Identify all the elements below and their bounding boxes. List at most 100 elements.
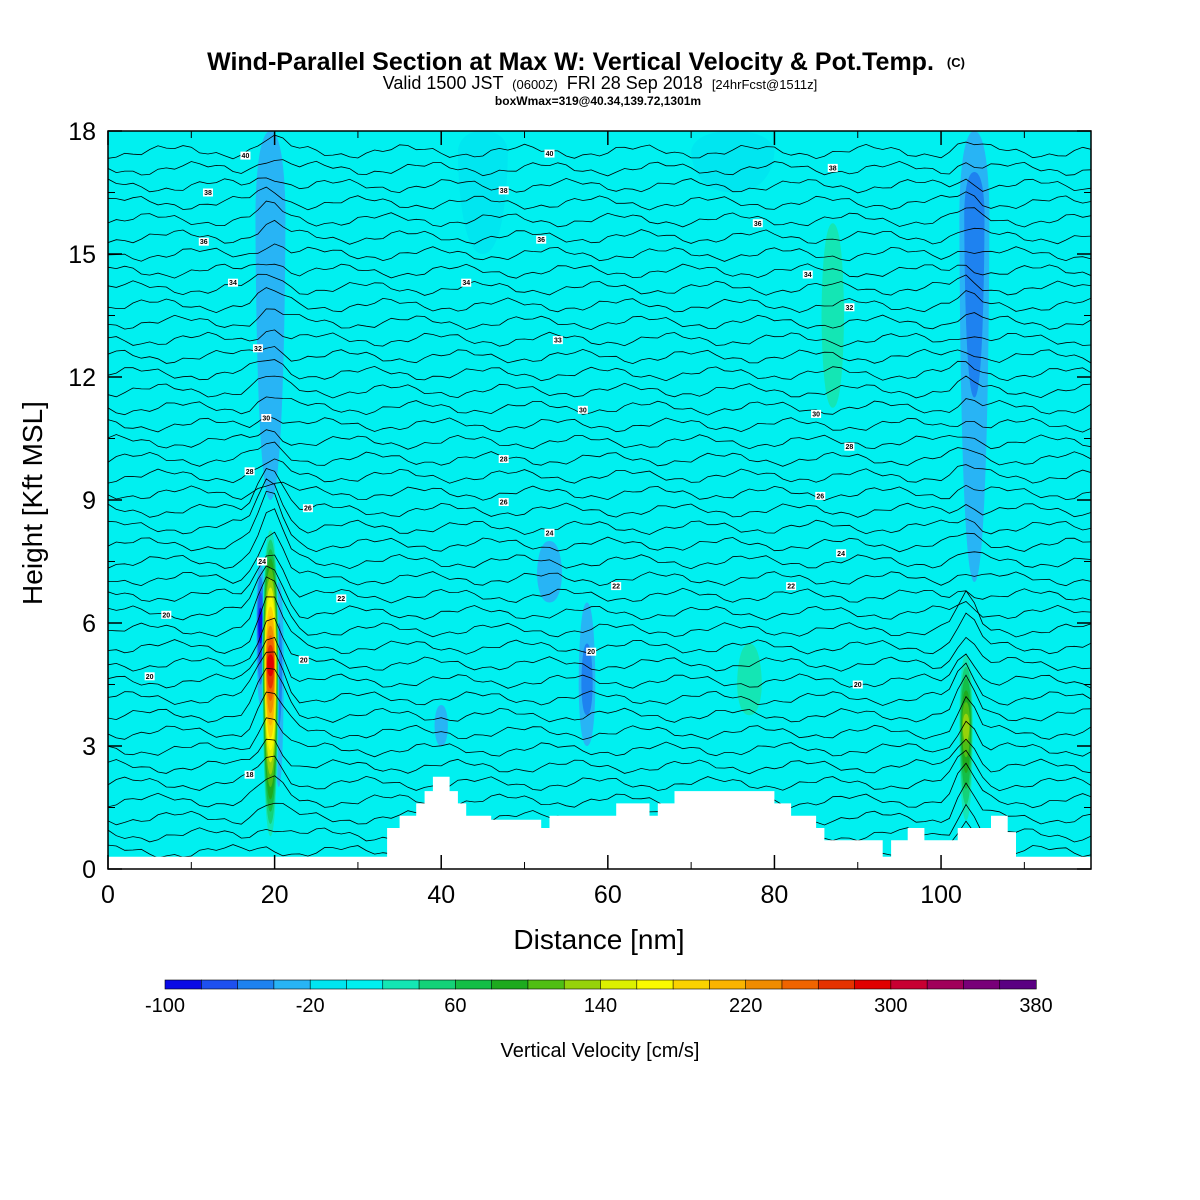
colorbar-swatch-5 (346, 979, 384, 990)
contour-label-13: 32 (846, 305, 854, 312)
colorbar-label-4: 220 (729, 995, 762, 1017)
contour-label-3: 38 (500, 188, 508, 195)
contour-label-21: 26 (500, 500, 508, 507)
theta-contour-line (108, 717, 1091, 758)
contour-label-24: 24 (546, 530, 554, 537)
colorbar-swatch-8 (455, 979, 493, 990)
x-tick-label-3: 60 (594, 881, 622, 909)
contour-label-bg-33 (144, 672, 155, 681)
contour-label-bg-15 (577, 405, 588, 414)
velocity-field (255, 131, 990, 849)
contour-label-bg-17 (244, 467, 255, 476)
contour-label-bg-16 (811, 409, 822, 418)
colorbar-swatch-3 (273, 979, 311, 990)
theta-contour-line (108, 186, 1091, 211)
contour-label-bg-25 (836, 549, 847, 558)
theta-contour-line (108, 177, 1091, 194)
contour-label-bg-19 (844, 442, 855, 451)
downdraft-4-level-1 (581, 643, 593, 716)
contour-label-bg-34 (244, 770, 255, 779)
theta-contour-line (108, 576, 1091, 638)
chart-title-text: Wind-Parallel Section at Max W: Vertical… (207, 48, 934, 76)
theta-contour-line (108, 762, 1091, 809)
contour-label-bg-32 (852, 680, 863, 689)
contour-labels: 40 40 38 38 38 36 36 36 34 34 34 32 33 32 30 30 30 28 28 28… (144, 149, 863, 779)
theta-contour-line (108, 490, 1091, 553)
y-tick-label-1: 3 (82, 733, 96, 761)
contour-label-bg-6 (536, 235, 547, 244)
theta-contour-line (108, 565, 1091, 621)
theta-contour-line (108, 396, 1091, 416)
colorbar-label-1: -20 (296, 995, 325, 1017)
contour-label-25: 24 (837, 551, 845, 558)
contour-label-19: 28 (846, 444, 854, 451)
contour-label-bg-5 (198, 237, 209, 246)
downdraft-5-level-0 (537, 541, 563, 603)
contour-label-0: 40 (242, 153, 250, 160)
colorbar-swatch-9 (491, 979, 529, 990)
theta-contour-line (108, 691, 1091, 741)
theta-contour-line (108, 749, 1091, 792)
contour-label-30: 20 (300, 657, 308, 664)
contour-label-26: 22 (337, 596, 345, 603)
contour-label-18: 28 (500, 457, 508, 464)
y-axis-label: Height [Kft MSL] (17, 401, 48, 605)
contour-label-32: 20 (854, 682, 862, 689)
colorbar-swatch-12 (600, 979, 638, 990)
y-tick-label-3: 9 (82, 487, 96, 515)
x-axis-ticks: 0 20 40 60 80 100 (101, 131, 1025, 909)
colorbar-swatch-1 (200, 979, 239, 990)
subtitle-z: (0600Z) (512, 77, 558, 92)
colorbar-swatch-19 (854, 979, 892, 990)
contour-label-16: 30 (812, 411, 820, 418)
theta-contours (108, 134, 1091, 860)
contour-label-bg-14 (261, 414, 272, 422)
colorbar-label-2: 60 (444, 995, 466, 1017)
contour-label-31: 20 (587, 649, 595, 656)
contour-label-1: 40 (546, 151, 554, 158)
x-tick-label-4: 80 (761, 881, 789, 909)
contour-label-12: 33 (554, 338, 562, 345)
y-tick-label-0: 0 (82, 856, 96, 884)
contour-label-33: 20 (146, 674, 154, 681)
theta-contour-line (108, 596, 1091, 655)
plot-area: 40 40 38 38 38 36 36 36 34 34 34 32 33 32 30 30 30 28 28 28… (108, 131, 1091, 869)
colorbar-labels: -100 -20 60 140 220 300 380 (145, 995, 1053, 1017)
subtitle-date: FRI 28 Sep 2018 (567, 73, 703, 93)
theta-contour-line (108, 478, 1091, 535)
contour-label-14: 30 (262, 416, 270, 423)
colorbar-swatch-22 (963, 979, 1001, 990)
contour-label-4: 38 (829, 165, 837, 172)
colorbar-swatch-18 (817, 979, 856, 990)
colorbar-title: Vertical Velocity [cm/s] (501, 1040, 700, 1062)
updraft-5-level-0 (512, 643, 538, 767)
theta-contour-line (108, 441, 1091, 467)
subtitle-fcst: [24hrFcst@1511z] (712, 77, 817, 92)
theta-contour-line (108, 651, 1091, 706)
contour-label-bg-12 (552, 336, 563, 345)
updraft-6-level-0 (814, 664, 835, 787)
theta-contour-line (108, 287, 1091, 314)
colorbar (164, 979, 1037, 990)
theta-contour-line (108, 738, 1091, 775)
contour-label-22: 26 (816, 493, 824, 500)
theta-contour-line (108, 200, 1091, 228)
colorbar-swatch-13 (636, 979, 674, 990)
contour-label-10: 34 (804, 272, 812, 279)
colorbar-label-0: -100 (145, 995, 185, 1017)
y-tick-label-6: 18 (68, 118, 96, 146)
downdraft-7-level-0 (457, 131, 508, 254)
theta-contour-line (108, 617, 1091, 672)
colorbar-swatch-4 (309, 979, 348, 990)
colorbar-label-3: 140 (584, 995, 617, 1017)
colorbar-swatch-15 (709, 979, 747, 990)
theta-contour-line (108, 308, 1091, 331)
colorbar-swatch-10 (527, 979, 565, 990)
updraft-0-level-14 (267, 654, 274, 677)
colorbar-swatch-2 (237, 979, 275, 990)
theta-contour-line (108, 415, 1091, 433)
colorbar-swatch-20 (890, 979, 928, 990)
colorbar-swatch-16 (745, 979, 783, 990)
